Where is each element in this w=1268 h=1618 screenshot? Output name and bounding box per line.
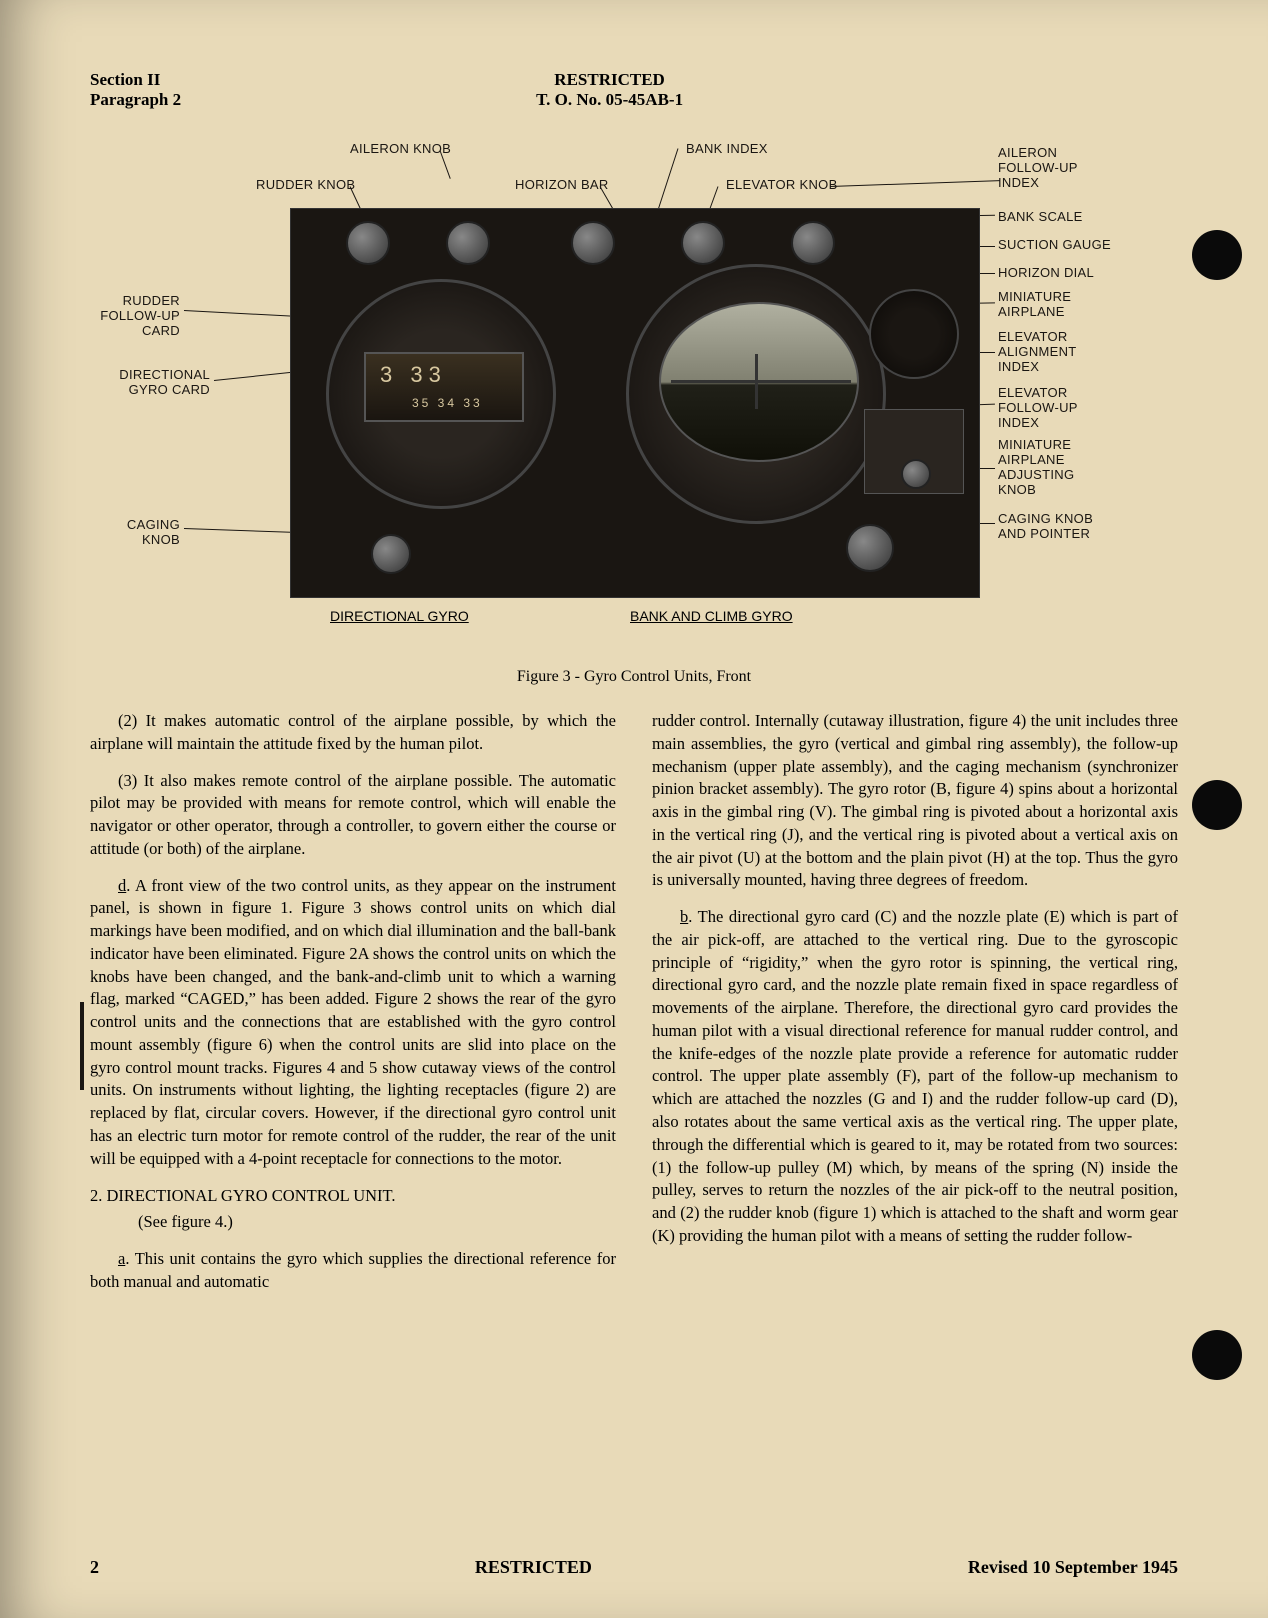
gyro-photo: 3 33 35 34 33	[290, 208, 980, 598]
compass-reading-bottom: 35 34 33	[412, 396, 483, 410]
horizon-knob	[571, 221, 615, 265]
callout-bank-scale: BANK SCALE	[998, 210, 1083, 225]
header-section: Section II Paragraph 2	[90, 70, 181, 110]
callout-horizon-dial: HORIZON DIAL	[998, 266, 1094, 281]
horizon-pointer	[755, 354, 758, 409]
para-d-text: A front view of the two control units, a…	[90, 876, 616, 1168]
para-b: b. The directional gyro card (C) and the…	[652, 906, 1178, 1247]
paragraph-label: Paragraph 2	[90, 90, 181, 110]
para-b-text: The directional gyro card (C) and the no…	[652, 907, 1178, 1245]
callout-rudder-followup: RUDDER FOLLOW-UP CARD	[90, 294, 180, 339]
para-a: a. This unit contains the gyro which sup…	[90, 1248, 616, 1294]
callout-elevator-knob: ELEVATOR KNOB	[726, 178, 838, 193]
section-2-title: 2. DIRECTIONAL GYRO CONTROL UNIT.	[90, 1185, 616, 1208]
callout-directional-card: DIRECTIONAL GYRO CARD	[90, 368, 210, 398]
classification-label: RESTRICTED	[181, 70, 1038, 90]
leader-line	[830, 180, 1000, 187]
para-3: (3) It also makes remote control of the …	[90, 770, 616, 861]
revision-bar	[80, 1002, 84, 1090]
callout-aileron-knob: AILERON KNOB	[350, 142, 451, 157]
callout-caging-knob: CAGING KNOB	[90, 518, 180, 548]
elevator-knob	[681, 221, 725, 265]
callout-suction-gauge: SUCTION GAUGE	[998, 238, 1111, 253]
callout-elevator-alignment: ELEVATOR ALIGNMENT INDEX	[998, 330, 1077, 375]
binder-hole	[1192, 780, 1242, 830]
column-left: (2) It makes automatic control of the ai…	[90, 710, 616, 1308]
bank-climb-gyro-gauge	[626, 264, 886, 524]
figure-label-right: BANK AND CLIMB GYRO	[630, 608, 793, 624]
para-2: (2) It makes automatic control of the ai…	[90, 710, 616, 756]
compass-reading-top: 3 33	[380, 362, 447, 388]
adjusting-knob	[901, 459, 931, 489]
column-right: rudder control. Internally (cutaway illu…	[652, 710, 1178, 1308]
callout-horizon-bar: HORIZON BAR	[515, 178, 609, 193]
callout-aileron-followup: AILERON FOLLOW-UP INDEX	[998, 146, 1078, 191]
caging-knob-right	[846, 524, 894, 572]
page-number: 2	[90, 1557, 99, 1578]
callout-miniature-knob: MINIATURE AIRPLANE ADJUSTING KNOB	[998, 438, 1074, 498]
aileron-knob	[446, 221, 490, 265]
header-center: RESTRICTED T. O. No. 05-45AB-1	[181, 70, 1038, 110]
para-a-text: This unit contains the gyro which suppli…	[90, 1249, 616, 1291]
binder-hole	[1192, 230, 1242, 280]
compass-window: 3 33 35 34 33	[364, 352, 524, 422]
caging-knob-left	[371, 534, 411, 574]
bank-knob	[791, 221, 835, 265]
horizon-bar-graphic	[671, 380, 851, 383]
callout-bank-index: BANK INDEX	[686, 142, 768, 157]
footer-revised: Revised 10 September 1945	[968, 1557, 1178, 1578]
section-2-sub: (See figure 4.)	[138, 1211, 616, 1234]
body-text: (2) It makes automatic control of the ai…	[90, 710, 1178, 1308]
figure-caption: Figure 3 - Gyro Control Units, Front	[90, 668, 1178, 686]
horizon-window	[659, 302, 859, 462]
callout-caging-pointer: CAGING KNOB AND POINTER	[998, 512, 1093, 542]
page-header: Section II Paragraph 2 RESTRICTED T. O. …	[90, 70, 1178, 110]
page-footer: 2 RESTRICTED Revised 10 September 1945	[90, 1557, 1178, 1578]
para-col2-a: rudder control. Internally (cutaway illu…	[652, 710, 1178, 892]
figure-label-left: DIRECTIONAL GYRO	[330, 608, 469, 624]
callout-elevator-followup: ELEVATOR FOLLOW-UP INDEX	[998, 386, 1078, 431]
suction-gauge	[869, 289, 959, 379]
para-d: d. A front view of the two control units…	[90, 875, 616, 1171]
binder-hole	[1192, 1330, 1242, 1380]
rudder-knob	[346, 221, 390, 265]
header-right-spacer	[1038, 70, 1178, 110]
to-number: T. O. No. 05-45AB-1	[181, 90, 1038, 110]
footer-classification: RESTRICTED	[475, 1557, 592, 1578]
directional-gyro-gauge: 3 33 35 34 33	[326, 279, 556, 509]
callout-rudder-knob: RUDDER KNOB	[256, 178, 355, 193]
callout-miniature-airplane: MINIATURE AIRPLANE	[998, 290, 1071, 320]
figure-3: AILERON KNOB RUDDER KNOB HORIZON BAR BAN…	[90, 128, 1178, 658]
page: Section II Paragraph 2 RESTRICTED T. O. …	[0, 0, 1268, 1618]
section-label: Section II	[90, 70, 181, 90]
